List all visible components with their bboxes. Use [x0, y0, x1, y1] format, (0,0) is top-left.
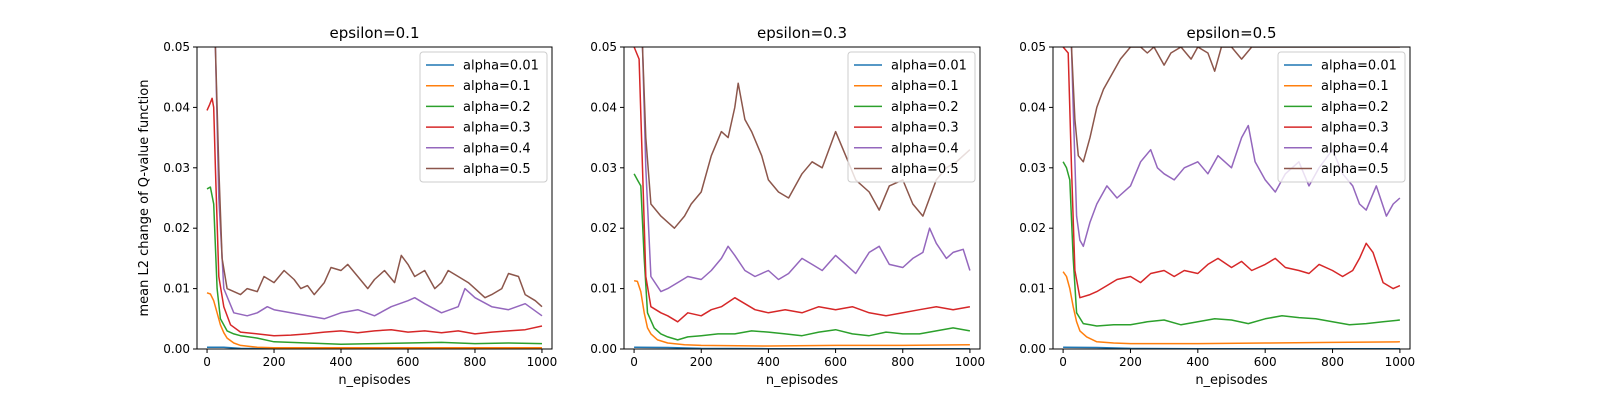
x-tick-label: 200 [263, 355, 286, 369]
legend-box [847, 51, 976, 183]
x-tick-label: 1000 [527, 355, 558, 369]
series-line-alpha-0-3 [206, 97, 543, 337]
x-tick-label: 200 [690, 355, 713, 369]
series-line-alpha-0-2 [206, 186, 543, 345]
chart-title: epsilon=0.5 [1186, 24, 1276, 42]
series-line-alpha-0-5 [1070, 47, 1400, 163]
legend-box [419, 51, 548, 183]
legend-label: alpha=0.2 [1321, 100, 1389, 115]
legend-label: alpha=0.2 [891, 100, 959, 115]
x-tick-label: 800 [891, 355, 914, 369]
legend-label: alpha=0.1 [1321, 79, 1389, 94]
legend-label: alpha=0.5 [891, 162, 959, 177]
axes-frame [623, 46, 981, 350]
y-tick-label: 0.05 [1019, 40, 1046, 54]
chart-title: epsilon=0.3 [757, 24, 847, 42]
y-tick-label: 0.04 [590, 100, 617, 114]
x-tick-label: 400 [757, 355, 780, 369]
legend-label: alpha=0.01 [1321, 59, 1397, 74]
y-tick-label: 0.02 [163, 221, 190, 235]
x-tick-label: 600 [824, 355, 847, 369]
y-tick-label: 0.02 [590, 221, 617, 235]
legend-label: alpha=0.4 [1321, 141, 1389, 156]
y-tick-label: 0.01 [1019, 282, 1046, 296]
series-line-alpha-0-2 [1062, 161, 1400, 327]
x-tick-label: 0 [1059, 355, 1067, 369]
y-tick-label: 0.04 [163, 100, 190, 114]
x-tick-label: 1000 [955, 355, 986, 369]
series-line-alpha-0-4 [1070, 47, 1401, 248]
axes-frame [196, 46, 553, 350]
y-tick-label: 0.03 [163, 161, 190, 175]
y-tick-label: 0.01 [163, 282, 190, 296]
y-tick-label: 0.01 [590, 282, 617, 296]
y-tick-label: 0.04 [1019, 100, 1046, 114]
series-line-alpha-0-1 [633, 279, 970, 347]
y-tick-label: 0.03 [1019, 161, 1046, 175]
y-tick-label: 0.00 [163, 342, 190, 356]
legend-label: alpha=0.3 [463, 121, 531, 136]
x-tick-label: 1000 [1385, 355, 1416, 369]
legend-label: alpha=0.01 [463, 59, 539, 74]
x-tick-label: 400 [330, 355, 353, 369]
legend-label: alpha=0.1 [463, 79, 531, 94]
series-line-alpha-0-3 [633, 47, 971, 323]
legend-label: alpha=0.1 [891, 79, 959, 94]
y-tick-label: 0.03 [590, 161, 617, 175]
y-tick-label: 0.05 [590, 40, 617, 54]
y-tick-label: 0.00 [1019, 342, 1046, 356]
series-line-alpha-0-1 [1062, 271, 1400, 345]
x-tick-label: 400 [1186, 355, 1209, 369]
y-tick-label: 0.05 [163, 40, 190, 54]
series-lines [206, 47, 543, 349]
legend-label: alpha=0.5 [463, 162, 531, 177]
x-tick-label: 600 [1254, 355, 1277, 369]
chart-title: epsilon=0.1 [329, 24, 419, 42]
x-axis-label: n_episodes [766, 373, 839, 388]
chart-panel-1: 0 200 400 600 800 1000 0.00 0.01 0.02 0.03 0.04 0.0… [163, 24, 557, 388]
y-tick-label: 0.02 [1019, 221, 1046, 235]
x-tick-label: 800 [464, 355, 487, 369]
figure-ylabel: mean L2 change of Q-value function [137, 80, 152, 317]
legend-label: alpha=0.3 [1321, 121, 1389, 136]
chart-panel-3: 0 200 400 600 800 1000 0.00 0.01 0.02 0.03 0.04 0.0… [1019, 24, 1415, 388]
legend-box [1277, 51, 1406, 183]
x-tick-label: 0 [203, 355, 211, 369]
x-tick-label: 200 [1119, 355, 1142, 369]
legend: alpha=0.01 alpha=0.1 alpha=0.2 alpha=0.3 alp… [847, 51, 976, 183]
chart-panel-2: 0 200 400 600 800 1000 0.00 0.01 0.02 0.03 0.04 0.0… [590, 24, 985, 388]
legend-label: alpha=0.5 [1321, 162, 1389, 177]
x-tick-label: 800 [1321, 355, 1344, 369]
legend-label: alpha=0.2 [463, 100, 531, 115]
x-tick-label: 600 [397, 355, 420, 369]
y-tick-label: 0.00 [590, 342, 617, 356]
series-line-alpha-0-1 [206, 292, 542, 349]
x-tick-label: 0 [630, 355, 638, 369]
axes-frame [1052, 46, 1411, 350]
series-line-alpha-0-4 [214, 47, 543, 320]
legend: alpha=0.01 alpha=0.1 alpha=0.2 alpha=0.3 alp… [1277, 51, 1406, 183]
series-line-alpha-0-4 [641, 47, 971, 293]
series-line-alpha-0-2 [633, 173, 971, 341]
series-line-alpha-0-3 [1062, 47, 1401, 299]
legend-label: alpha=0.4 [891, 141, 959, 156]
legend-label: alpha=0.01 [891, 59, 967, 74]
x-axis-label: n_episodes [338, 373, 411, 388]
series-line-alpha-0-5 [641, 47, 971, 229]
legend-label: alpha=0.4 [463, 141, 531, 156]
series-line-alpha-0-5 [214, 47, 543, 308]
legend: alpha=0.01 alpha=0.1 alpha=0.2 alpha=0.3 alp… [419, 51, 548, 183]
x-axis-label: n_episodes [1195, 373, 1268, 388]
legend-label: alpha=0.3 [891, 121, 959, 136]
